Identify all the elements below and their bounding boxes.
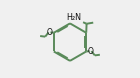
Text: O: O	[47, 28, 52, 37]
Text: O: O	[88, 47, 93, 56]
Text: H₂N: H₂N	[66, 13, 81, 22]
